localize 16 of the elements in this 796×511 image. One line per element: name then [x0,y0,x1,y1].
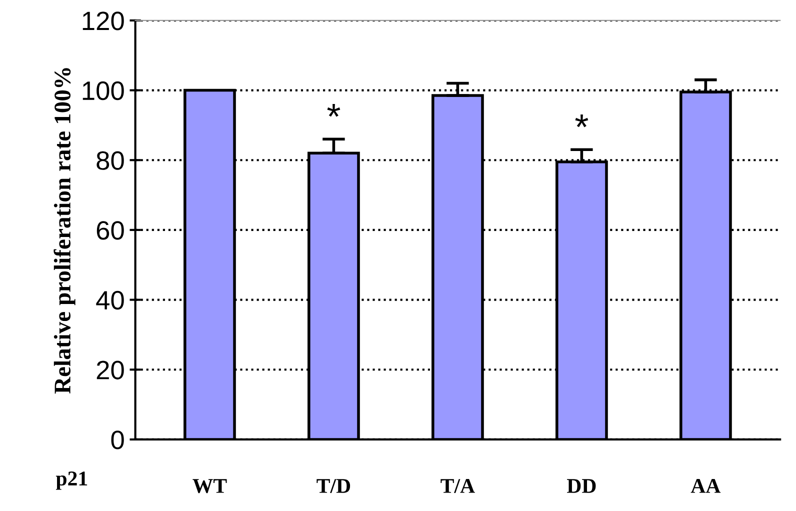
x-tick-label: DD [567,479,596,493]
y-tick-label: 20 [96,360,124,380]
x-tick-label: AA [690,479,721,493]
x-tick-label: T/D [316,479,350,494]
annotation: * [575,114,588,128]
y-tick-label: 120 [82,12,124,30]
y-tick-label: 80 [96,151,124,170]
y-axis-title: Relative proliferation rate 100% [54,68,76,394]
annotation: * [327,104,340,117]
x-tick-label: WT [192,479,227,494]
y-tick-label: 60 [96,221,124,240]
y-tick-label: 40 [96,290,124,310]
text: p21 [56,472,88,490]
y-tick-label: 100 [82,81,124,100]
y-tick-label: 0 [111,430,124,450]
x-tick-label: T/A [440,479,475,494]
